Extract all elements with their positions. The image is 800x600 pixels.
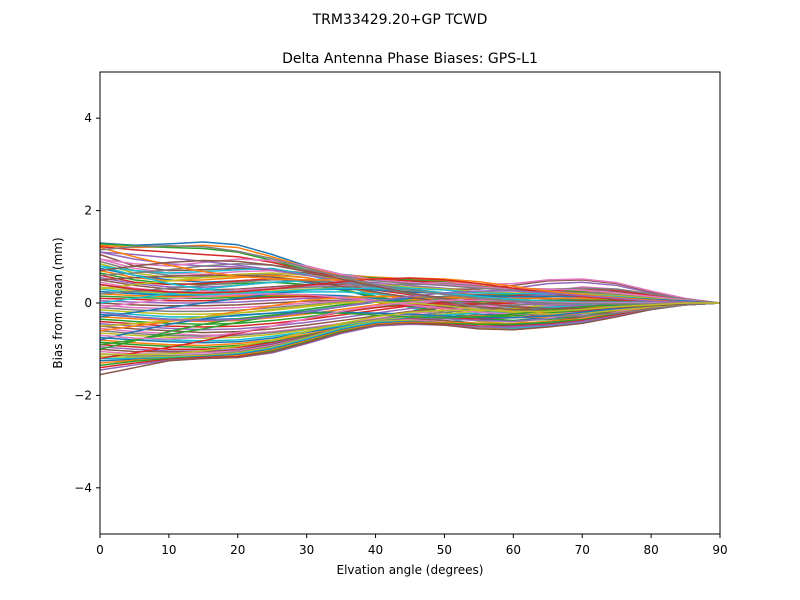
y-tick-label: −4 [74,481,92,495]
x-tick-label: 30 [299,543,314,557]
y-tick-label: 0 [84,296,92,310]
series-line-79 [99,302,720,356]
chart-suptitle: TRM33429.20+GP TCWD [312,12,488,28]
series-line-14 [99,274,721,304]
x-axis-label: Elvation angle (degrees) [337,563,484,577]
series-line-77 [99,299,720,340]
y-tick-label: −2 [74,388,92,402]
series-line-68 [99,279,721,317]
y-tick-label: 4 [84,111,92,125]
series-line-57 [99,258,721,304]
series-line-56 [99,302,721,376]
series-line-73 [99,302,720,350]
series-line-58 [99,262,721,304]
series-line-69 [99,301,721,327]
series-line-76 [99,259,721,310]
series-line-47 [99,302,721,355]
x-tick-label: 60 [506,543,521,557]
series-line-63 [99,299,721,346]
x-tick-label: 10 [161,543,176,557]
plot-frame [99,71,721,535]
x-tick-label: 20 [230,543,245,557]
x-tick-label: 80 [643,543,658,557]
series-line-67 [99,293,721,315]
chart-title: Delta Antenna Phase Biases: GPS-L1 [282,51,538,67]
series-line-74 [99,277,721,304]
x-tick-label: 0 [96,543,104,557]
series-line-6 [99,253,721,304]
series-line-78 [99,244,720,305]
series-line-75 [99,290,721,322]
x-tick-label: 90 [712,543,727,557]
series-line-19 [99,286,721,304]
y-tick-label: 2 [84,204,92,218]
series-line-46 [99,302,721,353]
series-line-71 [99,302,721,341]
x-tick-label: 50 [437,543,452,557]
y-axis-label: Bias from mean (mm) [51,237,65,368]
x-tick-label: 40 [368,543,383,557]
series-layer [99,241,721,376]
x-tick-label: 70 [575,543,590,557]
series-line-59 [99,272,721,304]
ticks-layer: 0 10 20 30 40 50 60 70 80 90 −4 −2 0 2 4 [74,111,727,557]
